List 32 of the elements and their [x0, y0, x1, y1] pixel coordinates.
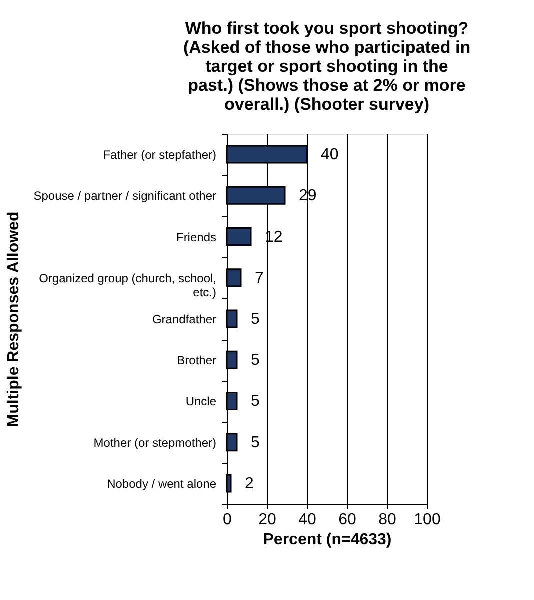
x-tick-label: 60: [338, 512, 356, 528]
bar: [226, 310, 238, 328]
x-axis-title: Percent (n=4633): [263, 532, 392, 548]
bar: [226, 474, 232, 493]
y-tick-label: Mother (or stepmother): [94, 436, 216, 450]
x-tick-label: 80: [378, 512, 396, 528]
data-label: 2: [245, 475, 254, 492]
y-tick-label: Friends: [176, 230, 216, 244]
data-label: 5: [251, 352, 260, 370]
y-tick-label: Spouse / partner / significant other: [34, 189, 216, 204]
x-tick-label: 100: [414, 512, 441, 528]
data-label: 5: [251, 311, 260, 328]
data-label: 40: [321, 146, 339, 164]
x-tick-label: 40: [298, 512, 316, 528]
bar: [226, 392, 238, 410]
y-tick-label: Nobody / went alone: [107, 476, 217, 491]
y-tick-label: Father (or stepfather): [103, 148, 216, 162]
y-tick-label: Brother: [177, 354, 216, 368]
x-tick-label: 20: [258, 512, 276, 528]
bar: [226, 268, 242, 288]
bar: [226, 350, 238, 370]
data-label: 5: [251, 393, 260, 410]
y-tick-label: Organized group (church, school, etc.): [39, 271, 216, 300]
data-label: 7: [255, 270, 264, 287]
y-tick-label: Grandfather: [152, 312, 216, 326]
bar: [226, 228, 252, 246]
bar: [226, 433, 238, 452]
y-tick-label: Uncle: [186, 394, 217, 409]
y-axis-title: Multiple Responses Allowed: [6, 212, 23, 428]
x-tick-label: 0: [223, 512, 232, 528]
chart-title: Who first took you sport shooting? (Asked of those who participated in target or sport shooting in the past.) (Shows those at 2% or more overall.) (Shooter survey): [183, 19, 471, 114]
data-label: 5: [251, 434, 260, 452]
